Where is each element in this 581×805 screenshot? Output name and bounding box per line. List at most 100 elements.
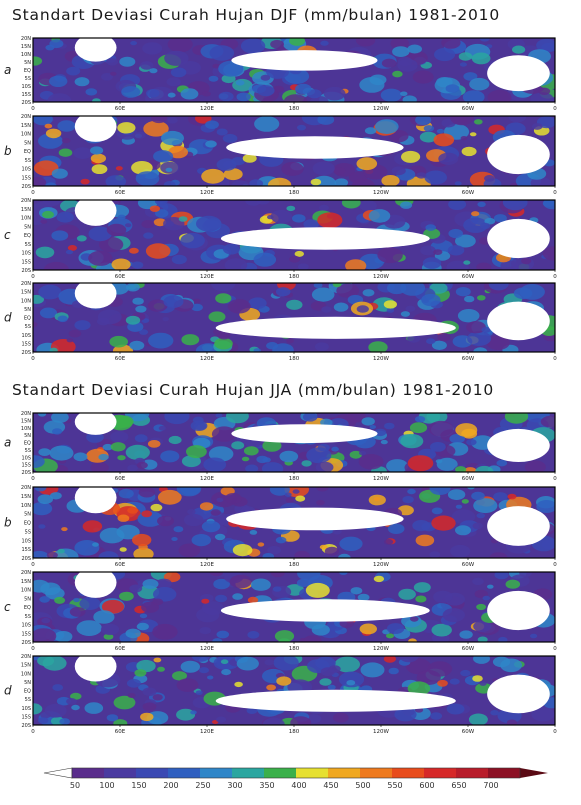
field-blob (202, 601, 224, 615)
field-blob (167, 92, 176, 98)
y-tick-label: 20S (21, 100, 31, 106)
panel-letter: d (4, 684, 12, 698)
field-blob (436, 128, 445, 134)
field-blob (472, 522, 483, 530)
field-blob (487, 584, 494, 589)
field-blob (158, 425, 167, 431)
y-tick-label: EQ (24, 149, 31, 155)
x-tick-label: 0 (553, 106, 557, 112)
field-blob (324, 546, 339, 556)
field-blob (234, 681, 243, 688)
field-blob (109, 335, 128, 348)
field-blob (73, 597, 80, 603)
x-tick-label: 60E (115, 729, 126, 735)
field-blob (157, 666, 165, 672)
field-blob (455, 525, 471, 536)
field-blob (117, 122, 136, 134)
y-tick-label: 5N (24, 512, 31, 518)
field-blob (212, 638, 223, 642)
field-blob (409, 422, 428, 434)
field-blob (334, 656, 360, 673)
field-blob (191, 303, 203, 312)
field-blob (473, 498, 498, 514)
field-blob (429, 551, 441, 558)
field-blob (524, 460, 546, 472)
field-blob (235, 80, 245, 86)
field-blob (117, 514, 130, 522)
field-blob (132, 533, 152, 547)
field-blob (212, 63, 220, 69)
field-blob (496, 459, 508, 467)
field-blob (463, 217, 488, 233)
field-blob (74, 77, 90, 87)
field-blob (410, 616, 419, 622)
field-blob (74, 320, 91, 331)
field-blob (130, 41, 138, 46)
field-blob (416, 670, 441, 685)
field-blob (38, 413, 47, 417)
field-blob (45, 128, 62, 139)
field-blob (178, 216, 188, 222)
field-blob (400, 201, 413, 209)
dry-region (215, 316, 456, 339)
x-tick-label: 120W (373, 729, 389, 735)
land-mask (74, 656, 117, 682)
field-blob (140, 61, 154, 70)
field-blob (476, 603, 486, 611)
field-blob (297, 263, 309, 270)
x-tick-label: 60E (115, 106, 126, 112)
field-blob (73, 147, 93, 160)
field-blob (433, 590, 453, 603)
field-blob (127, 464, 138, 472)
field-blob (260, 74, 271, 81)
x-tick-label: 180 (289, 562, 300, 568)
field-blob (49, 347, 58, 352)
field-blob (364, 127, 377, 135)
field-blob (339, 536, 363, 551)
field-blob (390, 38, 409, 50)
y-tick-label: 5S (25, 76, 31, 82)
x-tick-label: 60W (462, 190, 475, 196)
x-tick-label: 120W (373, 562, 389, 568)
x-tick-label: 0 (31, 646, 35, 652)
field-blob (70, 692, 82, 700)
y-tick-label: 20S (21, 350, 31, 356)
field-blob (419, 131, 437, 143)
y-tick-label: 20N (21, 198, 31, 204)
field-blob (131, 261, 144, 269)
y-tick-label: 20N (21, 654, 31, 660)
field-blob (461, 146, 477, 157)
field-blob (115, 166, 123, 171)
x-tick-label: 180 (289, 274, 300, 280)
field-blob (391, 166, 406, 176)
field-blob (245, 464, 259, 472)
panel-letter: b (4, 144, 12, 158)
panel-letter: a (4, 63, 11, 77)
field-blob (484, 175, 495, 182)
field-blob (66, 66, 81, 76)
field-blob (80, 178, 90, 185)
field-blob (542, 246, 555, 261)
field-blob (405, 658, 431, 675)
field-blob (473, 620, 492, 633)
field-blob (134, 669, 147, 677)
field-blob (61, 137, 71, 144)
field-blob (426, 338, 436, 345)
field-blob (231, 180, 250, 186)
field-blob (400, 433, 424, 449)
field-blob (386, 633, 394, 639)
field-blob (437, 332, 451, 342)
colorbar-segment (296, 768, 329, 778)
field-blob (459, 62, 467, 67)
field-blob (384, 422, 395, 430)
y-tick-label: 10N (21, 671, 31, 677)
field-blob (448, 200, 467, 210)
field-blob (392, 70, 403, 78)
field-blob (475, 465, 494, 472)
field-blob (476, 512, 486, 519)
field-blob (33, 579, 50, 593)
field-blob (118, 488, 134, 499)
